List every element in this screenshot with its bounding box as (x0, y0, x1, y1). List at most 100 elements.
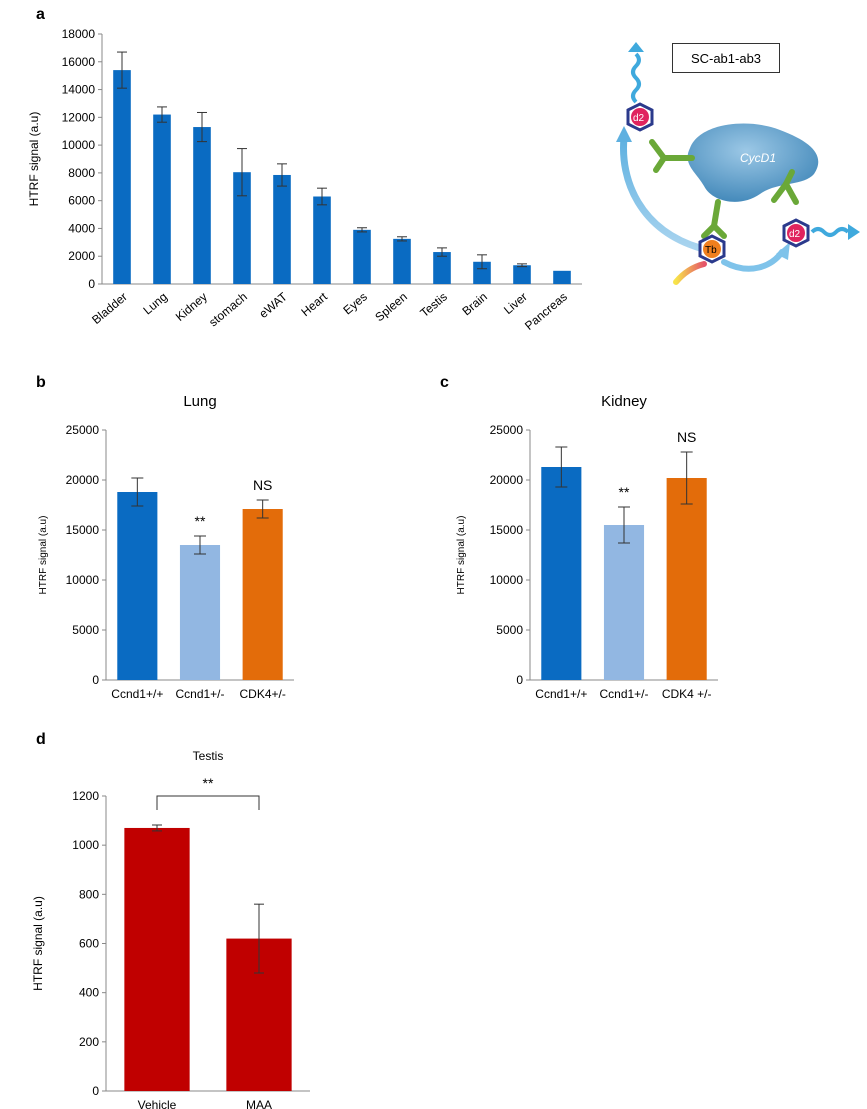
y-tick-label: 10000 (62, 138, 96, 152)
y-tick-label: 800 (79, 887, 99, 901)
transfer-arc-left (620, 134, 704, 252)
error-bar (194, 535, 206, 555)
y-tick-label: 10000 (66, 573, 100, 587)
bar-spleen (393, 238, 411, 284)
y-tick-label: 2000 (68, 249, 95, 263)
x-tick-label: stomach (206, 290, 250, 330)
x-tick-label: Pancreas (522, 290, 570, 333)
transfer-arc-right-head (776, 242, 790, 260)
x-tick-label: Kidney (173, 290, 210, 324)
x-tick-label: eWAT (256, 289, 290, 321)
bar-pancreas (553, 270, 571, 284)
donor-label: Tb (705, 245, 717, 256)
y-tick-label: 4000 (68, 221, 95, 235)
y-tick-label: 0 (92, 1084, 99, 1098)
y-axis-label: HTRF signal (a.u) (456, 516, 467, 595)
error-bar (555, 446, 568, 488)
error-bar (517, 263, 527, 268)
y-tick-label: 25000 (490, 423, 524, 437)
protein-label: CycD1 (740, 151, 776, 165)
x-tick-label: Bladder (89, 290, 130, 327)
x-tick-label: Spleen (372, 290, 410, 325)
x-tick-label: Eyes (340, 290, 369, 318)
y-tick-label: 15000 (490, 523, 524, 537)
error-bar (254, 903, 264, 974)
x-tick-label: Lung (140, 290, 169, 318)
bar-eyes (353, 229, 371, 284)
error-bar (237, 148, 247, 197)
y-tick-label: 10000 (490, 573, 524, 587)
error-bar (680, 451, 693, 505)
y-tick-label: 0 (516, 673, 523, 687)
x-tick-label: Heart (298, 289, 330, 319)
significance-label: ** (195, 513, 206, 529)
bar-ccnd1- (179, 545, 221, 680)
error-bar (277, 163, 287, 187)
emission-arrow-right (810, 227, 850, 237)
y-tick-label: 5000 (496, 623, 523, 637)
x-tick-label: Ccnd1+/+ (535, 687, 587, 701)
error-bar (437, 247, 447, 257)
significance-label: ** (619, 484, 630, 500)
error-bar (152, 824, 162, 832)
x-tick-label: Ccnd1+/- (175, 687, 224, 701)
bar-ccnd1- (603, 525, 645, 680)
emission-arrowhead-top (628, 42, 644, 52)
error-bar (256, 499, 269, 519)
x-tick-label: Ccnd1+/+ (111, 687, 163, 701)
bar-testis (433, 252, 451, 284)
significance-bracket (156, 795, 260, 810)
chart-title: Kidney (601, 393, 647, 410)
chart-d-testis: Testis HTRF signal (a.u) 0 200 400 600 800 1000… (31, 749, 310, 1109)
bar-ccnd1- (117, 492, 158, 680)
chart-a-tissue-signal: HTRF signal (a.u) 0 2000 4000 6000 8000 10000 1… (27, 27, 582, 333)
panel-label-b: b (36, 374, 46, 391)
y-tick-label: 0 (88, 277, 95, 291)
y-tick-label: 1000 (72, 838, 99, 852)
y-tick-label: 14000 (62, 83, 96, 97)
emission-arrowhead-right (848, 224, 860, 240)
transfer-arc-right (721, 249, 785, 272)
chart-b-lung: Lung HTRF signal (a.u) 0 5000 10000 15000 2000… (38, 393, 294, 701)
y-tick-label: 15000 (66, 523, 100, 537)
x-tick-label: Testis (417, 290, 450, 320)
error-bar (197, 111, 207, 143)
y-tick-label: 400 (79, 986, 99, 1000)
bar-kidney (193, 127, 211, 284)
x-tick-label: Ccnd1+/- (599, 687, 648, 701)
transfer-arc-left-head (616, 126, 632, 142)
error-bar (618, 506, 630, 544)
panel-label-d: d (36, 731, 46, 748)
y-tick-label: 20000 (66, 473, 100, 487)
x-tick-label: Vehicle (138, 1098, 177, 1109)
y-tick-label: 12000 (62, 110, 96, 124)
acceptor-label-top: d2 (633, 113, 645, 124)
acceptor-label-right: d2 (789, 229, 801, 240)
y-tick-label: 20000 (490, 473, 524, 487)
y-axis-label: HTRF signal (a.u) (38, 516, 49, 595)
bar-ewat (273, 174, 291, 284)
antibody-bottom-left (701, 199, 727, 239)
chart-title: Testis (193, 749, 224, 763)
error-bar (477, 254, 487, 270)
bar-bladder (113, 70, 131, 284)
htrf-assay-diagram: CycD1 d2 d2 Tb (616, 42, 860, 285)
y-tick-label: 6000 (68, 194, 95, 208)
donor-dot (703, 240, 721, 258)
error-bar (157, 106, 167, 123)
y-tick-label: 1200 (72, 789, 99, 803)
error-bar (117, 51, 127, 89)
bar-cdk4- (242, 509, 283, 680)
bar-lung (153, 114, 171, 284)
y-tick-label: 0 (92, 673, 99, 687)
bar-vehicle (124, 827, 190, 1091)
x-tick-label: CDK4 +/- (662, 687, 712, 701)
bar-brain (473, 261, 491, 284)
bar-stomach (233, 172, 251, 284)
x-tick-label: CDK4+/- (239, 687, 285, 701)
bar-cdk4- (666, 478, 707, 680)
assay-label-box: SC-ab1-ab3 (672, 43, 780, 73)
x-tick-label: Brain (459, 290, 489, 319)
error-bar (357, 227, 367, 233)
error-bar (397, 236, 407, 242)
